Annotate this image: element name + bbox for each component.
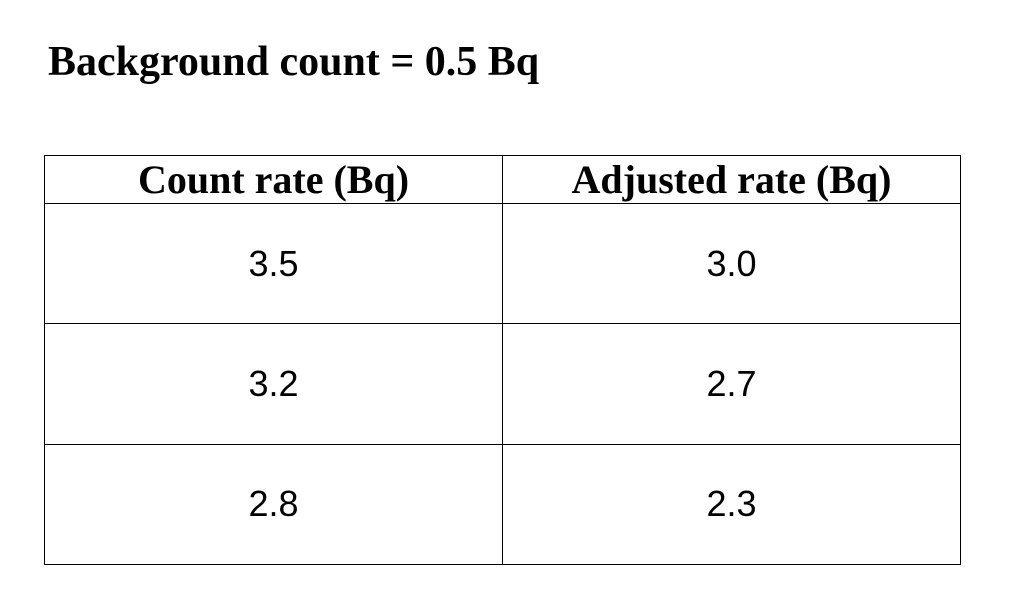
column-header: Adjusted rate (Bq) — [502, 155, 961, 204]
table-body: 3.5 3.0 3.2 2.7 2.8 2.3 — [44, 202, 961, 566]
table-row: 2.8 2.3 — [44, 443, 961, 566]
header-row: Count rate (Bq) Adjusted rate (Bq) — [44, 155, 961, 204]
table-cell: 3.5 — [44, 202, 503, 325]
table-row: 3.5 3.0 — [44, 202, 961, 325]
heading: Background count = 0.5 Bq — [48, 39, 540, 85]
table-cell: 2.7 — [502, 323, 961, 445]
table-row: 3.2 2.7 — [44, 323, 961, 445]
column-header: Count rate (Bq) — [44, 155, 503, 204]
results-table: Count rate (Bq) Adjusted rate (Bq) 3.5 3.0… — [44, 155, 961, 566]
table-cell: 3.2 — [44, 323, 503, 445]
table-cell: 2.8 — [44, 443, 503, 566]
table-cell: 2.3 — [502, 443, 961, 566]
table-cell: 3.0 — [502, 202, 961, 325]
